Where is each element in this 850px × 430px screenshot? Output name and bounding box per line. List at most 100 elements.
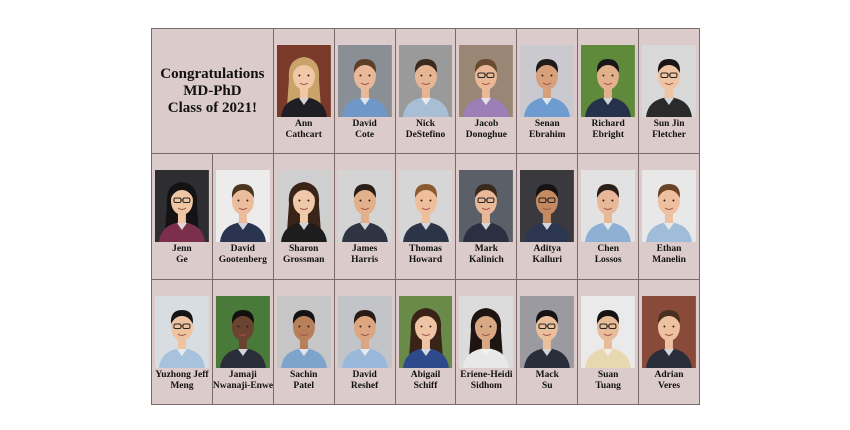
graduate-name: Mack Su <box>517 370 577 392</box>
portrait-photo <box>581 45 636 117</box>
portrait-image <box>337 295 392 368</box>
portrait-photo <box>459 45 514 117</box>
first-name: Mark <box>474 244 498 255</box>
last-name: Donoghue <box>465 130 507 140</box>
first-name: Sharon <box>289 244 319 255</box>
portrait-image <box>276 295 331 368</box>
graduate-name: David Cote <box>335 119 395 141</box>
graduate-name: Suan Tuang <box>578 370 638 392</box>
title-line-1: Congratulations <box>160 65 265 82</box>
portrait-photo <box>581 295 636 368</box>
last-name: DeStefino <box>405 130 446 140</box>
portrait-image <box>337 170 392 243</box>
portrait-image <box>642 45 696 117</box>
portrait-photo <box>398 170 453 243</box>
portrait-image <box>155 295 209 368</box>
last-name: Fletcher <box>652 130 686 140</box>
first-name: Mack <box>535 369 559 380</box>
title-line-2: MD-PhD <box>183 82 242 99</box>
portrait-image <box>459 45 514 117</box>
graduate-name: David Gootenberg <box>213 244 273 266</box>
portrait-photo <box>276 295 331 368</box>
first-name: Richard <box>591 119 625 129</box>
first-name: Aditya <box>533 244 561 255</box>
congratulations-title: Congratulations MD-PhD Class of 2021! <box>160 66 264 117</box>
first-name: Ethan <box>656 244 682 255</box>
graduate-name: Sun Jin Fletcher <box>639 119 699 141</box>
last-name: Kalluri <box>532 255 563 266</box>
portrait-image <box>398 295 453 368</box>
graduate-name: Adrian Veres <box>639 370 699 392</box>
last-name: Lossos <box>594 255 622 266</box>
first-name: Sun Jin <box>653 119 685 129</box>
portrait-photo <box>459 170 514 243</box>
graduate-name: Mark Kalinich <box>456 244 516 266</box>
last-name: Reshef <box>350 380 379 391</box>
portrait-image <box>398 170 453 243</box>
graduate-name: Abigail Schiff <box>396 370 456 392</box>
graduate-name: Nick DeStefino <box>396 119 456 141</box>
portrait-image <box>642 295 696 368</box>
portrait-photo <box>398 295 453 368</box>
graduate-card: Senan Ebrahim <box>517 29 578 154</box>
graduate-name: Thomas Howard <box>396 244 456 266</box>
title-panel: Congratulations MD-PhD Class of 2021! <box>152 29 273 154</box>
last-name: Ge <box>176 255 188 266</box>
graduate-name: Ethan Manelin <box>639 244 699 266</box>
last-name: Howard <box>408 255 443 266</box>
graduate-card: Thomas Howard <box>395 154 456 279</box>
portrait-image <box>520 295 575 368</box>
portrait-image <box>276 170 331 243</box>
last-name: Nwanaji-Enwerem <box>212 380 273 391</box>
portrait-photo <box>642 295 696 368</box>
graduate-name: Jenn Ge <box>152 244 212 266</box>
last-name: Schiff <box>413 380 438 391</box>
graduate-card: Sachin Patel <box>273 279 334 404</box>
last-name: Grossman <box>282 255 325 266</box>
graduate-card: Sharon Grossman <box>273 154 334 279</box>
portrait-photo <box>642 45 696 117</box>
last-name: Ebright <box>592 130 624 140</box>
graduate-name: Eriene-Heidi Sidhom <box>456 370 516 392</box>
graduate-name: Sachin Patel <box>274 370 334 392</box>
last-name: Cathcart <box>285 130 322 140</box>
portrait-image <box>581 45 636 117</box>
portrait-photo <box>337 170 392 243</box>
portrait-image <box>520 45 575 117</box>
graduate-name: Richard Ebright <box>578 119 638 141</box>
first-name: Jamaji <box>228 369 257 380</box>
portrait-image <box>459 295 514 368</box>
graduate-card: Abigail Schiff <box>395 279 456 404</box>
portrait-image <box>581 170 636 243</box>
last-name: Cote <box>355 130 375 140</box>
last-name: Veres <box>657 380 681 391</box>
portrait-image <box>642 170 696 243</box>
graduate-card: Mack Su <box>517 279 578 404</box>
first-name: Senan <box>534 119 560 129</box>
graduate-card: David Reshef <box>334 279 395 404</box>
last-name: Harris <box>351 255 379 266</box>
graduate-card: Adrian Veres <box>639 279 699 404</box>
first-name: Chen <box>597 244 619 255</box>
last-name: Patel <box>293 380 314 391</box>
first-name: Adrian <box>654 369 684 380</box>
graduate-card: Richard Ebright <box>578 29 639 154</box>
portrait-image <box>337 45 392 117</box>
last-name: Sidhom <box>470 380 502 391</box>
first-name: Jenn <box>172 244 192 255</box>
portrait-photo <box>215 170 270 243</box>
graduate-card: Chen Lossos <box>578 154 639 279</box>
graduate-name: James Harris <box>335 244 395 266</box>
portrait-photo <box>520 170 575 243</box>
first-name: Yuzhong Jeff <box>155 369 209 380</box>
graduate-card: Aditya Kalluri <box>517 154 578 279</box>
portrait-photo <box>398 45 453 117</box>
graduate-card: Mark Kalinich <box>456 154 517 279</box>
first-name: Eriene-Heidi <box>460 369 513 380</box>
graduate-card: David Cote <box>334 29 395 154</box>
graduate-name: Yuzhong Jeff Meng <box>152 370 212 392</box>
portrait-image <box>581 295 636 368</box>
first-name: Ann <box>294 119 313 129</box>
